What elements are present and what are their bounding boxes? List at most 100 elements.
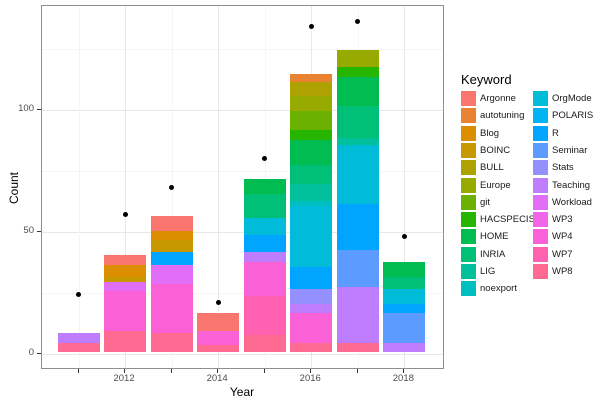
legend-label-BULL: BULL [480, 162, 504, 174]
bar-segment-WP4 [197, 330, 240, 346]
legend-swatch-Stats [533, 160, 548, 176]
legend-label-WP7: WP7 [552, 248, 573, 260]
legend-label-Seminar: Seminar [552, 144, 588, 156]
legend-swatch-Blog [461, 125, 476, 141]
bar-segment-git [290, 110, 333, 131]
legend-item-WP3: WP3 [533, 212, 600, 228]
bar-segment-autotuning [290, 74, 333, 82]
legend-label-HACSPECIS: HACSPECIS [480, 214, 535, 226]
data-point-2011 [76, 292, 81, 298]
bar-segment-Teaching [290, 303, 333, 314]
y-axis-tick-50 [37, 230, 41, 232]
bar-segment-OrgMode [383, 289, 426, 304]
bar-segment-HACSPECIS [290, 130, 333, 141]
gridline-major-vertical [125, 6, 127, 368]
bar-segment-Argonne [197, 313, 240, 331]
data-point-2013 [169, 185, 175, 191]
data-point-2014 [215, 299, 221, 305]
bar-segment-Teaching [336, 286, 379, 343]
gridline-major-horizontal [42, 231, 443, 233]
x-axis-tick-2016 [310, 369, 312, 373]
bar-segment-Europe [336, 49, 379, 68]
legend-label-LIG: LIG [480, 266, 496, 277]
bar-segment-HOME [336, 76, 379, 107]
gridline-major-horizontal [42, 109, 443, 111]
legend-swatch-INRIA [461, 246, 476, 262]
gridline-major-vertical [404, 6, 406, 368]
legend-item-R: R [533, 125, 600, 141]
data-point-2017 [355, 19, 361, 25]
bar-segment-WP4 [243, 262, 286, 297]
bar-segment-WP8 [243, 335, 286, 353]
x-tick-label-2018: 2018 [392, 373, 414, 384]
legend-item-Argonne: Argonne [461, 91, 531, 106]
legend-label-WP8: WP8 [552, 266, 573, 277]
legend-item-Workload: Workload [533, 194, 600, 210]
bar-segment-WP8 [336, 342, 379, 353]
bar-segment-Europe [290, 96, 333, 111]
legend-swatch-WP8 [533, 264, 548, 279]
legend-swatch-BOINC [461, 142, 476, 158]
bar-segment-Blog [104, 264, 147, 277]
bar-segment-INRIA [336, 106, 379, 138]
legend-swatch-Argonne [461, 91, 476, 106]
legend-item-git: git [461, 194, 531, 210]
legend-label-WP4: WP4 [552, 231, 573, 243]
legend-label-Argonne: Argonne [480, 93, 516, 104]
bar-segment-Argonne [150, 215, 193, 231]
legend-swatch-autotuning [461, 108, 476, 124]
legend-item-Blog: Blog [461, 125, 531, 141]
bar-segment-WP8 [197, 345, 240, 353]
y-axis-title: Count [7, 171, 21, 205]
legend-label-Blog: Blog [480, 127, 500, 139]
bar-segment-OrgMode [290, 206, 333, 268]
x-tick-label-2016: 2016 [299, 373, 321, 384]
bar-segment-BOINC [104, 276, 147, 282]
stacked-bar-2011 [57, 332, 100, 353]
data-point-2016 [308, 24, 314, 30]
x-tick-label-2014: 2014 [206, 373, 228, 384]
bar-segment-INRIA [243, 193, 286, 219]
bar-segment-HOME [383, 262, 426, 277]
data-point-2012 [122, 211, 128, 217]
legend-item-BULL: BULL [461, 160, 531, 176]
legend-swatch-Seminar [533, 142, 548, 158]
legend-swatch-R [533, 125, 548, 141]
legend-item-INRIA: INRIA [461, 246, 531, 262]
y-tick-label-0: 0 [28, 346, 34, 358]
stacked-bar-2018 [383, 262, 426, 353]
bar-segment-BOINC [150, 240, 193, 253]
legend-label-WP3: WP3 [552, 214, 573, 226]
legend-label-autotuning: autotuning [480, 110, 525, 122]
legend-swatch-WP4 [533, 229, 548, 245]
legend-label-R: R [552, 127, 559, 139]
bar-segment-R [290, 267, 333, 289]
gridline-major-vertical [218, 6, 220, 368]
bar-segment-Stats [290, 288, 333, 304]
bar-segment-Workload [104, 281, 147, 292]
legend-swatch-Teaching [533, 177, 548, 193]
bar-segment-noexport [290, 201, 333, 207]
legend-swatch-LIG [461, 264, 476, 279]
legend-item-WP8: WP8 [533, 264, 600, 279]
legend-swatch-HOME [461, 229, 476, 245]
y-tick-label-100: 100 [18, 102, 34, 114]
legend-item-autotuning: autotuning [461, 108, 531, 124]
stacked-bar-2016 [290, 74, 333, 353]
stacked-bar-2017 [336, 49, 379, 353]
bar-segment-LIG [290, 184, 333, 202]
bar-segment-INRIA [383, 276, 426, 290]
bar-segment-WP8 [150, 332, 193, 353]
bar-segment-WP8 [104, 330, 147, 353]
stacked-bar-2012 [104, 254, 147, 353]
gridline-minor-horizontal [42, 48, 443, 50]
legend-swatch-Europe [461, 177, 476, 193]
bar-segment-WP4 [104, 291, 147, 331]
legend-label-Europe: Europe [480, 179, 511, 191]
legend-label-Teaching: Teaching [552, 179, 591, 191]
bar-segment-R [150, 252, 193, 265]
stacked-bar-2015 [243, 179, 286, 353]
plot-panel [41, 5, 444, 369]
bar-segment-WP7 [243, 296, 286, 336]
